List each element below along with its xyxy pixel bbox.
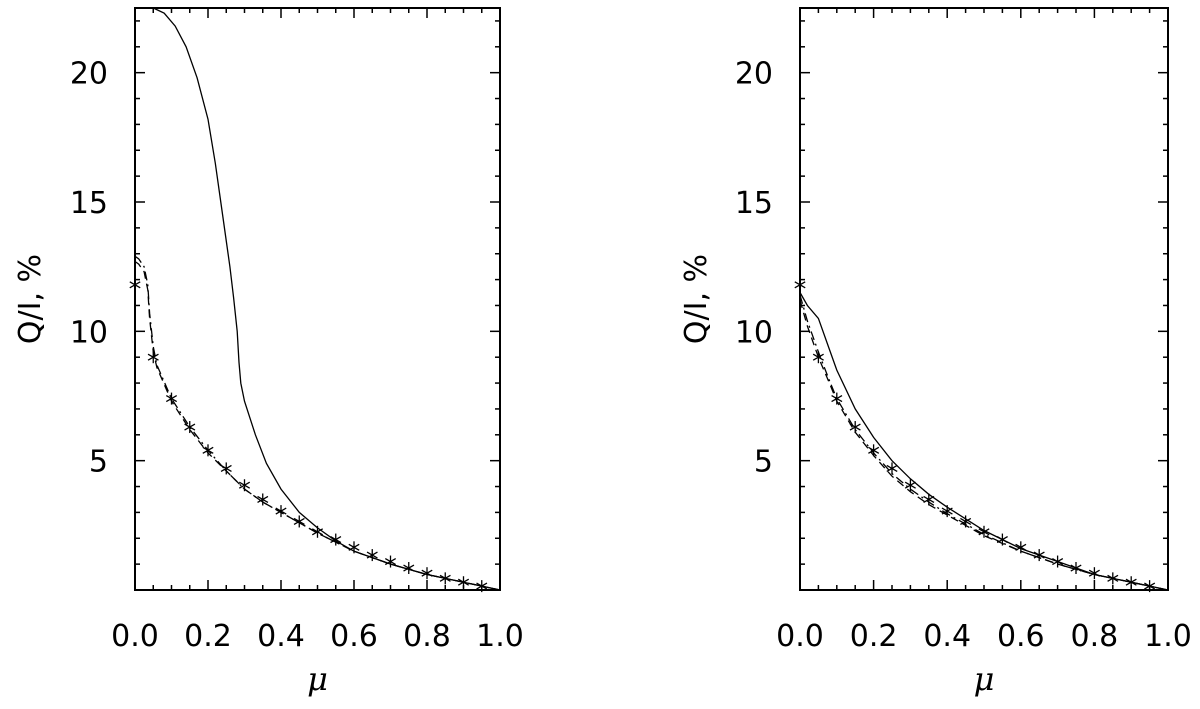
data-point-asterisk	[165, 392, 178, 405]
data-point-asterisk	[1033, 549, 1045, 562]
data-point-asterisk	[293, 515, 305, 528]
data-point-asterisk	[1107, 572, 1119, 585]
left-panel: 0.0 0.2 0.4 0.6 0.8 1.0 5 10 15 20 μ Q/I, %	[13, 7, 524, 698]
data-point-asterisk	[1015, 541, 1027, 554]
x-tick-label: 0.0	[111, 619, 159, 654]
data-point-asterisk	[1052, 555, 1064, 568]
data-point-asterisk	[996, 533, 1008, 546]
x-tick-label: 1.0	[1144, 619, 1192, 654]
data-point-asterisk	[366, 549, 378, 562]
series-asterisk	[794, 278, 1156, 593]
y-axis-title: Q/I, %	[679, 254, 714, 344]
y-tick-label: 10	[735, 315, 773, 350]
plot-frame	[134, 7, 501, 591]
y-tick-label: 15	[70, 186, 108, 221]
x-tick-label: 0.4	[257, 619, 305, 654]
data-point-asterisk	[129, 278, 141, 291]
data-point-asterisk	[275, 505, 287, 518]
data-point-asterisk	[457, 576, 470, 589]
y-tick-label: 15	[735, 186, 773, 221]
data-point-asterisk	[439, 572, 451, 585]
y-axis-title: Q/I, %	[13, 254, 48, 344]
data-point-asterisk	[384, 555, 397, 568]
series-line-solid	[153, 7, 501, 591]
plot-frame	[799, 7, 1169, 591]
y-tick-label: 10	[70, 315, 108, 350]
data-point-asterisk	[978, 525, 990, 538]
data-point-asterisk	[257, 493, 269, 506]
series-line-dashed	[799, 300, 1169, 591]
x-tick-label: 0.0	[776, 619, 824, 654]
x-tick-label: 0.2	[850, 619, 898, 654]
x-tick-label: 0.4	[923, 619, 971, 654]
series-line-solid	[799, 292, 1169, 591]
data-point-asterisk	[202, 444, 214, 457]
data-point-asterisk	[1144, 580, 1156, 593]
data-point-asterisk	[812, 351, 824, 364]
data-point-asterisk	[941, 505, 953, 518]
data-point-asterisk	[923, 493, 935, 506]
data-point-asterisk	[311, 525, 324, 538]
data-point-asterisk	[1088, 567, 1100, 580]
data-point-asterisk	[886, 462, 898, 475]
x-tick-label: 0.2	[184, 619, 232, 654]
x-tick-label: 0.6	[330, 619, 378, 654]
y-tick-label: 5	[89, 445, 108, 480]
data-point-asterisk	[330, 533, 342, 546]
x-tick-label: 1.0	[476, 619, 524, 654]
data-point-asterisk	[147, 351, 159, 364]
x-axis-title: μ	[974, 660, 995, 698]
data-point-asterisk	[831, 392, 843, 405]
data-point-asterisk	[1070, 562, 1082, 575]
series-asterisk	[129, 278, 488, 593]
x-tick-label: 0.8	[403, 619, 451, 654]
x-tick-label: 0.8	[1071, 619, 1119, 654]
data-point-asterisk	[794, 278, 806, 291]
data-point-asterisk	[348, 541, 360, 554]
y-tick-label: 20	[735, 57, 773, 92]
data-point-asterisk	[184, 421, 196, 434]
data-point-asterisk	[904, 479, 916, 492]
series-line-dash-dot	[134, 255, 501, 591]
y-tick-label: 5	[754, 445, 773, 480]
x-axis-title: μ	[307, 660, 328, 698]
data-point-asterisk	[1125, 576, 1137, 589]
data-point-asterisk	[849, 421, 861, 434]
series-line-dash-dot	[799, 294, 1169, 591]
data-point-asterisk	[421, 567, 433, 580]
data-point-asterisk	[960, 515, 972, 528]
x-tick-label: 0.6	[997, 619, 1045, 654]
data-point-asterisk	[238, 479, 251, 492]
right-panel: 0.0 0.2 0.4 0.6 0.8 1.0 5 10 15 20 μ Q/I, %	[679, 7, 1192, 698]
data-point-asterisk	[476, 580, 488, 593]
data-point-asterisk	[868, 444, 880, 457]
data-point-asterisk	[403, 562, 415, 575]
y-tick-label: 20	[70, 57, 108, 92]
data-point-asterisk	[220, 462, 232, 475]
